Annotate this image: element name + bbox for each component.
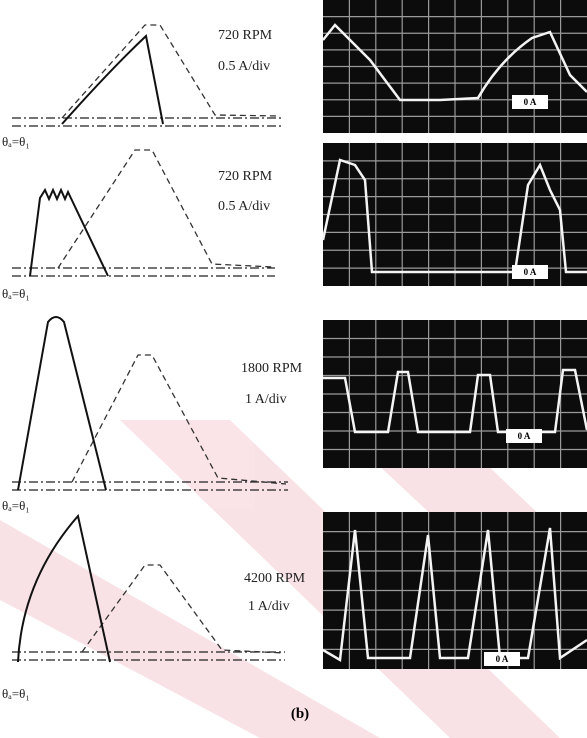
- sketch-2: [12, 149, 275, 277]
- current-trace: [322, 527, 587, 663]
- scale-label: 1 A/div: [245, 392, 287, 407]
- labels: 720 RPM 0.5 A/div θₐ=θ₁ 720 RPM 0.5 A/di…: [2, 28, 309, 722]
- speed-label: 720 RPM: [218, 169, 273, 184]
- angle-label: θₐ=θ₁: [2, 498, 30, 513]
- scale-label: 1 A/div: [248, 599, 290, 614]
- oscilloscope: 0 A: [322, 0, 587, 133]
- zero-marker-box: [506, 429, 542, 443]
- sketch-4: [12, 513, 285, 663]
- zero-marker-box: [512, 95, 548, 109]
- speed-label: 1800 RPM: [241, 361, 303, 376]
- zero-marker: 0 A: [518, 431, 531, 441]
- zero-marker-box: [512, 265, 548, 279]
- current-trace: [322, 23, 587, 102]
- oscilloscope: 0 A: [321, 143, 587, 286]
- speed-label: 720 RPM: [218, 28, 273, 43]
- current-trace: [321, 158, 587, 274]
- oscilloscope: 0 A: [322, 512, 587, 669]
- oscilloscope: 0 A: [323, 320, 587, 468]
- zero-marker-box: [484, 652, 520, 666]
- angle-label: θₐ=θ₁: [2, 686, 30, 701]
- speed-label: 4200 RPM: [244, 571, 306, 586]
- sketch-3: [12, 316, 288, 491]
- caption: (b): [291, 706, 309, 722]
- sketch-1: [12, 24, 282, 127]
- angle-label: θₐ=θ₁: [2, 134, 30, 149]
- angle-label: θₐ=θ₁: [2, 286, 30, 301]
- zero-marker: 0 A: [524, 97, 537, 107]
- current-trace: [323, 368, 587, 434]
- zero-marker: 0 A: [524, 267, 537, 277]
- zero-marker: 0 A: [496, 654, 509, 664]
- scale-label: 0.5 A/div: [218, 199, 270, 214]
- scale-label: 0.5 A/div: [218, 59, 270, 74]
